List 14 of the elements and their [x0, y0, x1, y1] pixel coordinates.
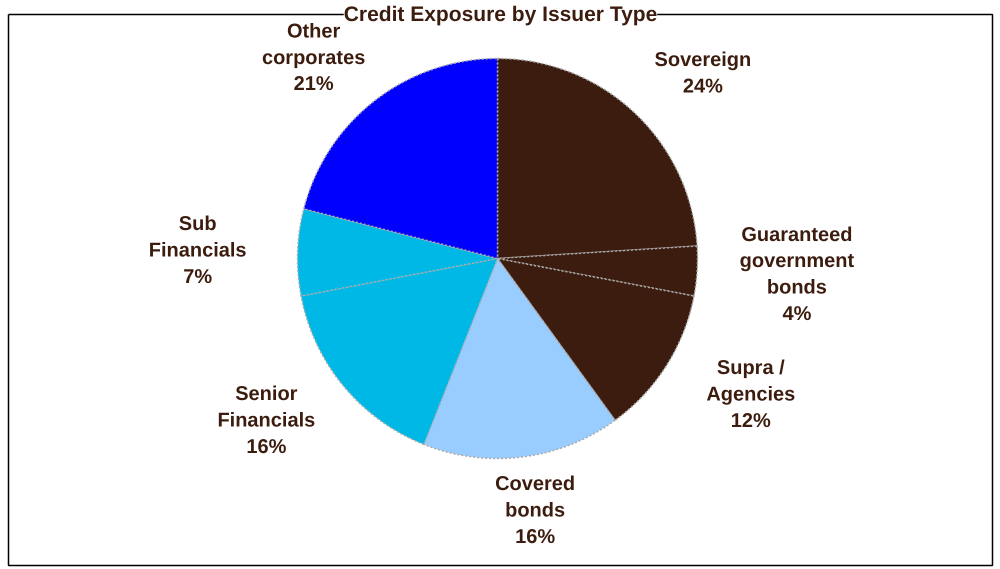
- data-label: 24%: [682, 76, 724, 98]
- data-label: 16%: [515, 526, 556, 548]
- slice-label: Sovereign: [654, 49, 752, 72]
- slice-label: Senior Financials: [217, 383, 316, 432]
- data-label: 12%: [730, 410, 772, 432]
- slice-label: Guaranteed government bonds: [740, 224, 854, 299]
- chart-title: Credit Exposure by Issuer Type: [344, 3, 658, 26]
- data-label: 4%: [782, 303, 812, 326]
- slice-label: Sub Financials: [148, 213, 247, 262]
- data-label: 7%: [183, 266, 212, 288]
- data-label: 16%: [246, 436, 287, 458]
- slice-label: Covered bonds: [495, 473, 576, 522]
- data-label: 21%: [294, 73, 334, 96]
- slice-label: Supra / Agencies: [706, 357, 796, 406]
